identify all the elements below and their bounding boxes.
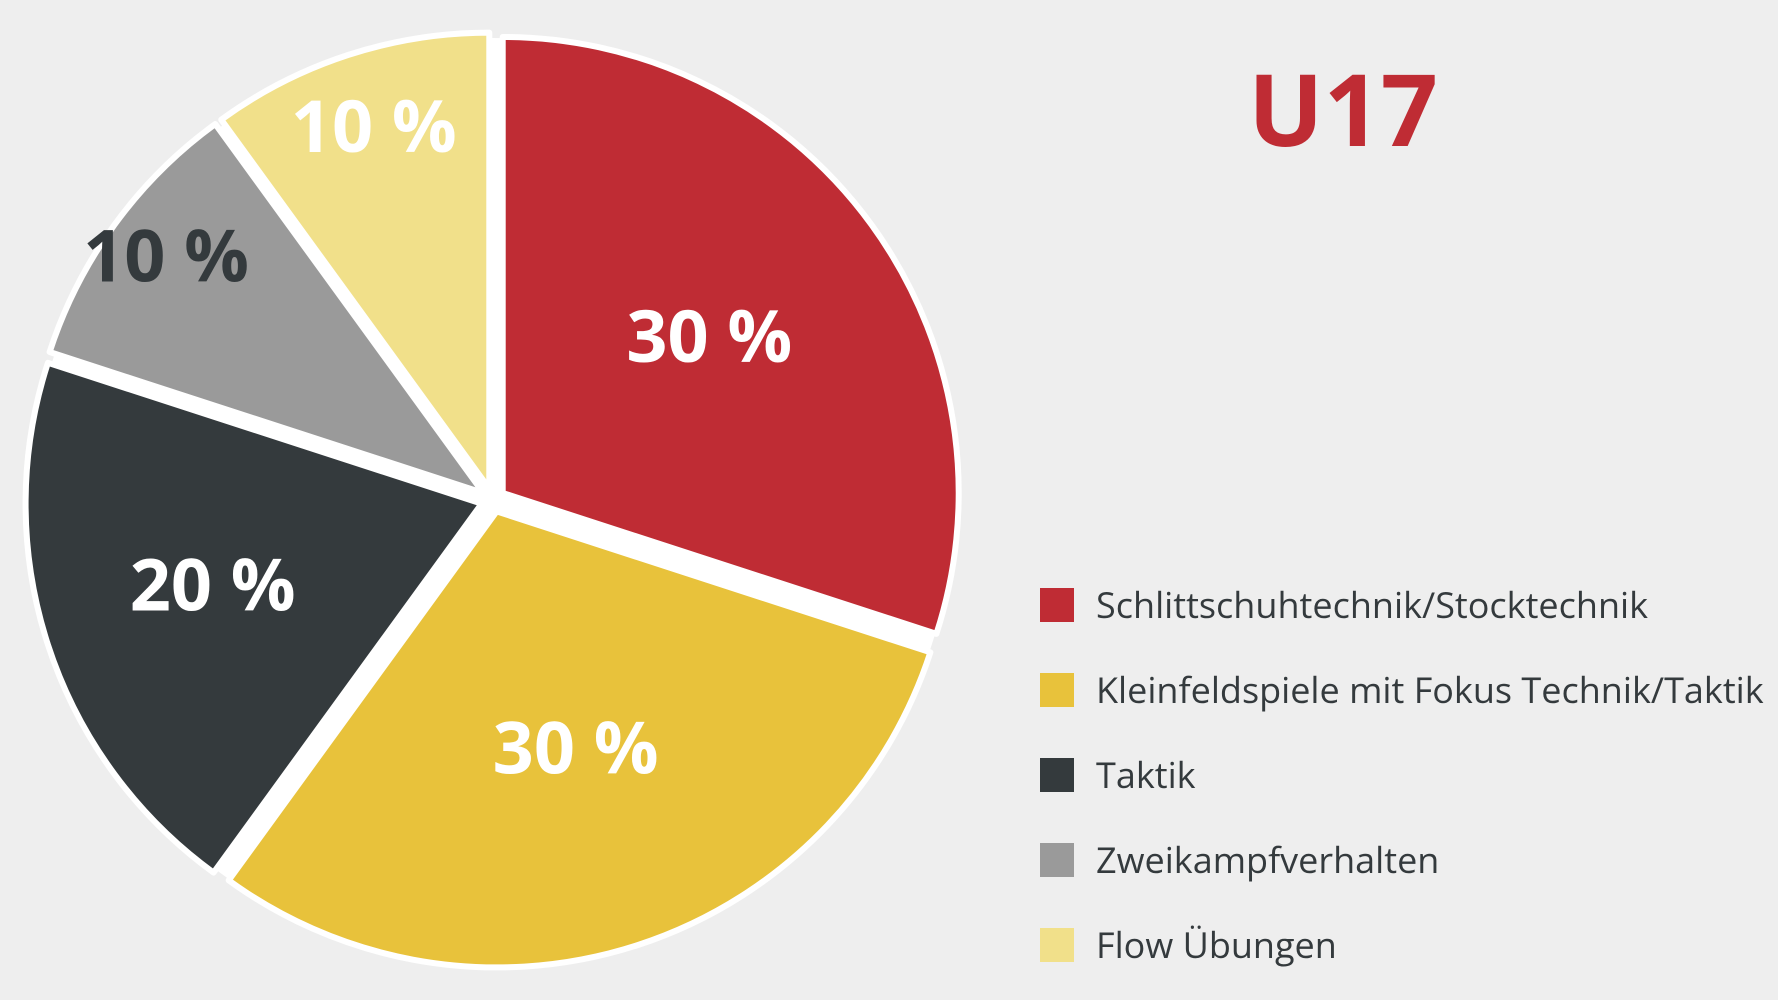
pie-label-kleinfeld: 30 %	[493, 698, 659, 796]
legend-swatch	[1040, 588, 1074, 622]
legend-swatch	[1040, 843, 1074, 877]
pie-label-schlittschuh: 30 %	[626, 286, 792, 384]
legend-item: Kleinfeldspiele mit Fokus Technik/Taktik	[1040, 665, 1764, 714]
legend-label: Kleinfeldspiele mit Fokus Technik/Taktik	[1096, 665, 1764, 714]
legend-item: Zweikampfverhalten	[1040, 835, 1764, 884]
legend: Schlittschuhtechnik/Stocktechnik Kleinfel…	[1040, 580, 1764, 1000]
chart-canvas: 30 % 30 % 20 % 10 % 10 % U17 Schlittschuhtec…	[0, 0, 1778, 1000]
pie-label-flow: 10 %	[291, 76, 457, 174]
legend-label: Taktik	[1096, 750, 1196, 799]
legend-label: Schlittschuhtechnik/Stocktechnik	[1096, 580, 1648, 629]
legend-label: Flow Übungen	[1096, 920, 1337, 969]
legend-item: Flow Übungen	[1040, 920, 1764, 969]
chart-title: U17	[1248, 40, 1438, 176]
legend-item: Schlittschuhtechnik/Stocktechnik	[1040, 580, 1764, 629]
legend-label: Zweikampfverhalten	[1096, 835, 1439, 884]
legend-swatch	[1040, 673, 1074, 707]
legend-item: Taktik	[1040, 750, 1764, 799]
pie-chart: 30 % 30 % 20 % 10 % 10 %	[9, 16, 977, 984]
pie-label-taktik: 20 %	[130, 534, 296, 632]
pie-label-zweikampf: 10 %	[83, 206, 249, 304]
legend-swatch	[1040, 758, 1074, 792]
legend-swatch	[1040, 928, 1074, 962]
